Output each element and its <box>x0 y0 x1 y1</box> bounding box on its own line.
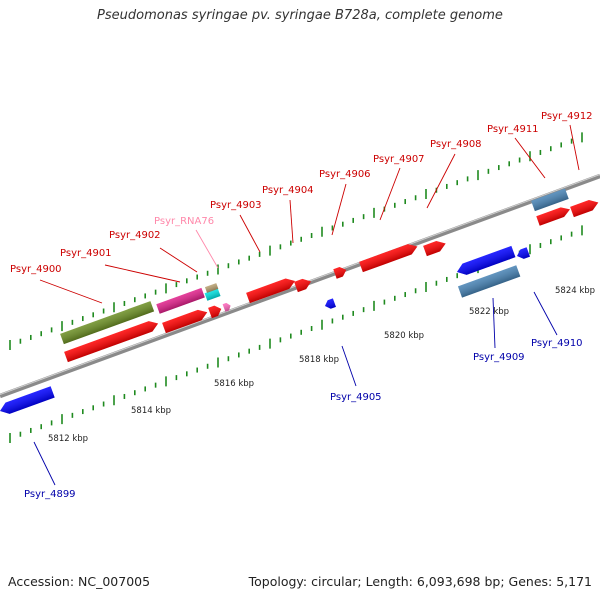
leader-line <box>239 214 261 253</box>
gene-label-psyr-rna76[interactable]: Psyr_RNA76 <box>154 216 214 227</box>
gene-label-psyr-4909[interactable]: Psyr_4909 <box>473 352 525 363</box>
gene-psyr-4901[interactable] <box>162 307 209 334</box>
gene-label-psyr-4911[interactable]: Psyr_4911 <box>487 124 539 135</box>
gene-label-psyr-4900[interactable]: Psyr_4900 <box>10 264 62 275</box>
feature-layer <box>0 188 600 416</box>
gene-psyr-4907[interactable] <box>359 241 419 273</box>
kbp-tick-label: 5824 kbp <box>555 286 595 296</box>
gene-label-psyr-4904[interactable]: Psyr_4904 <box>262 185 314 196</box>
gene-psyr-4903[interactable] <box>246 276 297 304</box>
feature-cyan[interactable] <box>204 288 221 301</box>
leader-line <box>159 247 198 273</box>
map-title: Pseudomonas syringae pv. syringae B728a,… <box>97 8 503 23</box>
leader-line <box>492 297 496 349</box>
gene-psyr-4908[interactable] <box>423 238 447 257</box>
gene-label-psyr-4905[interactable]: Psyr_4905 <box>330 392 382 403</box>
leader-line <box>331 183 347 236</box>
accession-text: Accession: NC_007005 <box>8 574 151 589</box>
gene-label-psyr-4901[interactable]: Psyr_4901 <box>60 248 112 259</box>
kbp-tick-label: 5822 kbp <box>469 307 509 317</box>
leader-line <box>39 279 103 304</box>
kbp-tick-label: 5820 kbp <box>384 331 424 341</box>
gene-label-psyr-4912[interactable]: Psyr_4912 <box>541 111 593 122</box>
leader-line <box>379 167 401 221</box>
leader-line <box>533 291 558 336</box>
gene-label-psyr-4902[interactable]: Psyr_4902 <box>109 230 161 241</box>
label-leader-layer <box>33 124 580 486</box>
gene-psyr-rna76[interactable] <box>222 302 232 312</box>
gene-psyr-4910-upper[interactable] <box>515 247 530 260</box>
gene-label-psyr-4903[interactable]: Psyr_4903 <box>210 200 262 211</box>
gene-psyr-4899[interactable] <box>0 386 55 416</box>
rna-feature-magenta[interactable] <box>156 287 205 314</box>
gene-psyr-4909[interactable] <box>457 265 521 298</box>
kbp-tick-label: 5816 kbp <box>214 379 254 389</box>
gene-psyr-4906[interactable] <box>333 265 348 279</box>
kbp-tick-label: 5818 kbp <box>299 355 339 365</box>
label-layer: 5812 kbp 5814 kbp 5816 kbp 5818 kbp 5820 kbp… <box>10 111 595 500</box>
upper-tick-row <box>9 132 583 350</box>
leader-line <box>426 153 456 209</box>
leader-line <box>341 345 357 387</box>
gene-psyr-4911[interactable] <box>536 205 571 226</box>
gene-psyr-4905[interactable] <box>323 298 336 310</box>
leader-line <box>514 137 546 179</box>
kbp-tick-label: 5814 kbp <box>131 406 171 416</box>
gene-psyr-4909-upper[interactable] <box>455 245 516 278</box>
topology-text: Topology: circular; Length: 6,093,698 bp… <box>248 574 592 589</box>
gene-psyr-4904[interactable] <box>294 276 313 293</box>
feature-tan[interactable] <box>204 283 219 293</box>
leader-line <box>289 199 294 244</box>
gene-psyr-4900[interactable] <box>64 318 160 363</box>
gene-label-psyr-4906[interactable]: Psyr_4906 <box>319 169 371 180</box>
pseudogene-olive[interactable] <box>60 301 155 345</box>
leader-line <box>195 229 219 269</box>
gene-label-psyr-4907[interactable]: Psyr_4907 <box>373 154 425 165</box>
gene-label-psyr-4910[interactable]: Psyr_4910 <box>531 338 583 349</box>
gene-psyr-4912[interactable] <box>570 197 600 218</box>
gene-psyr-4902[interactable] <box>208 304 223 319</box>
kbp-tick-label: 5812 kbp <box>48 434 88 444</box>
leader-line <box>104 264 181 283</box>
gene-label-psyr-4908[interactable]: Psyr_4908 <box>430 139 482 150</box>
pseudogene-steelblue[interactable] <box>531 188 569 212</box>
leader-line <box>569 124 580 171</box>
leader-line <box>33 441 56 486</box>
gene-label-psyr-4899[interactable]: Psyr_4899 <box>24 489 76 500</box>
